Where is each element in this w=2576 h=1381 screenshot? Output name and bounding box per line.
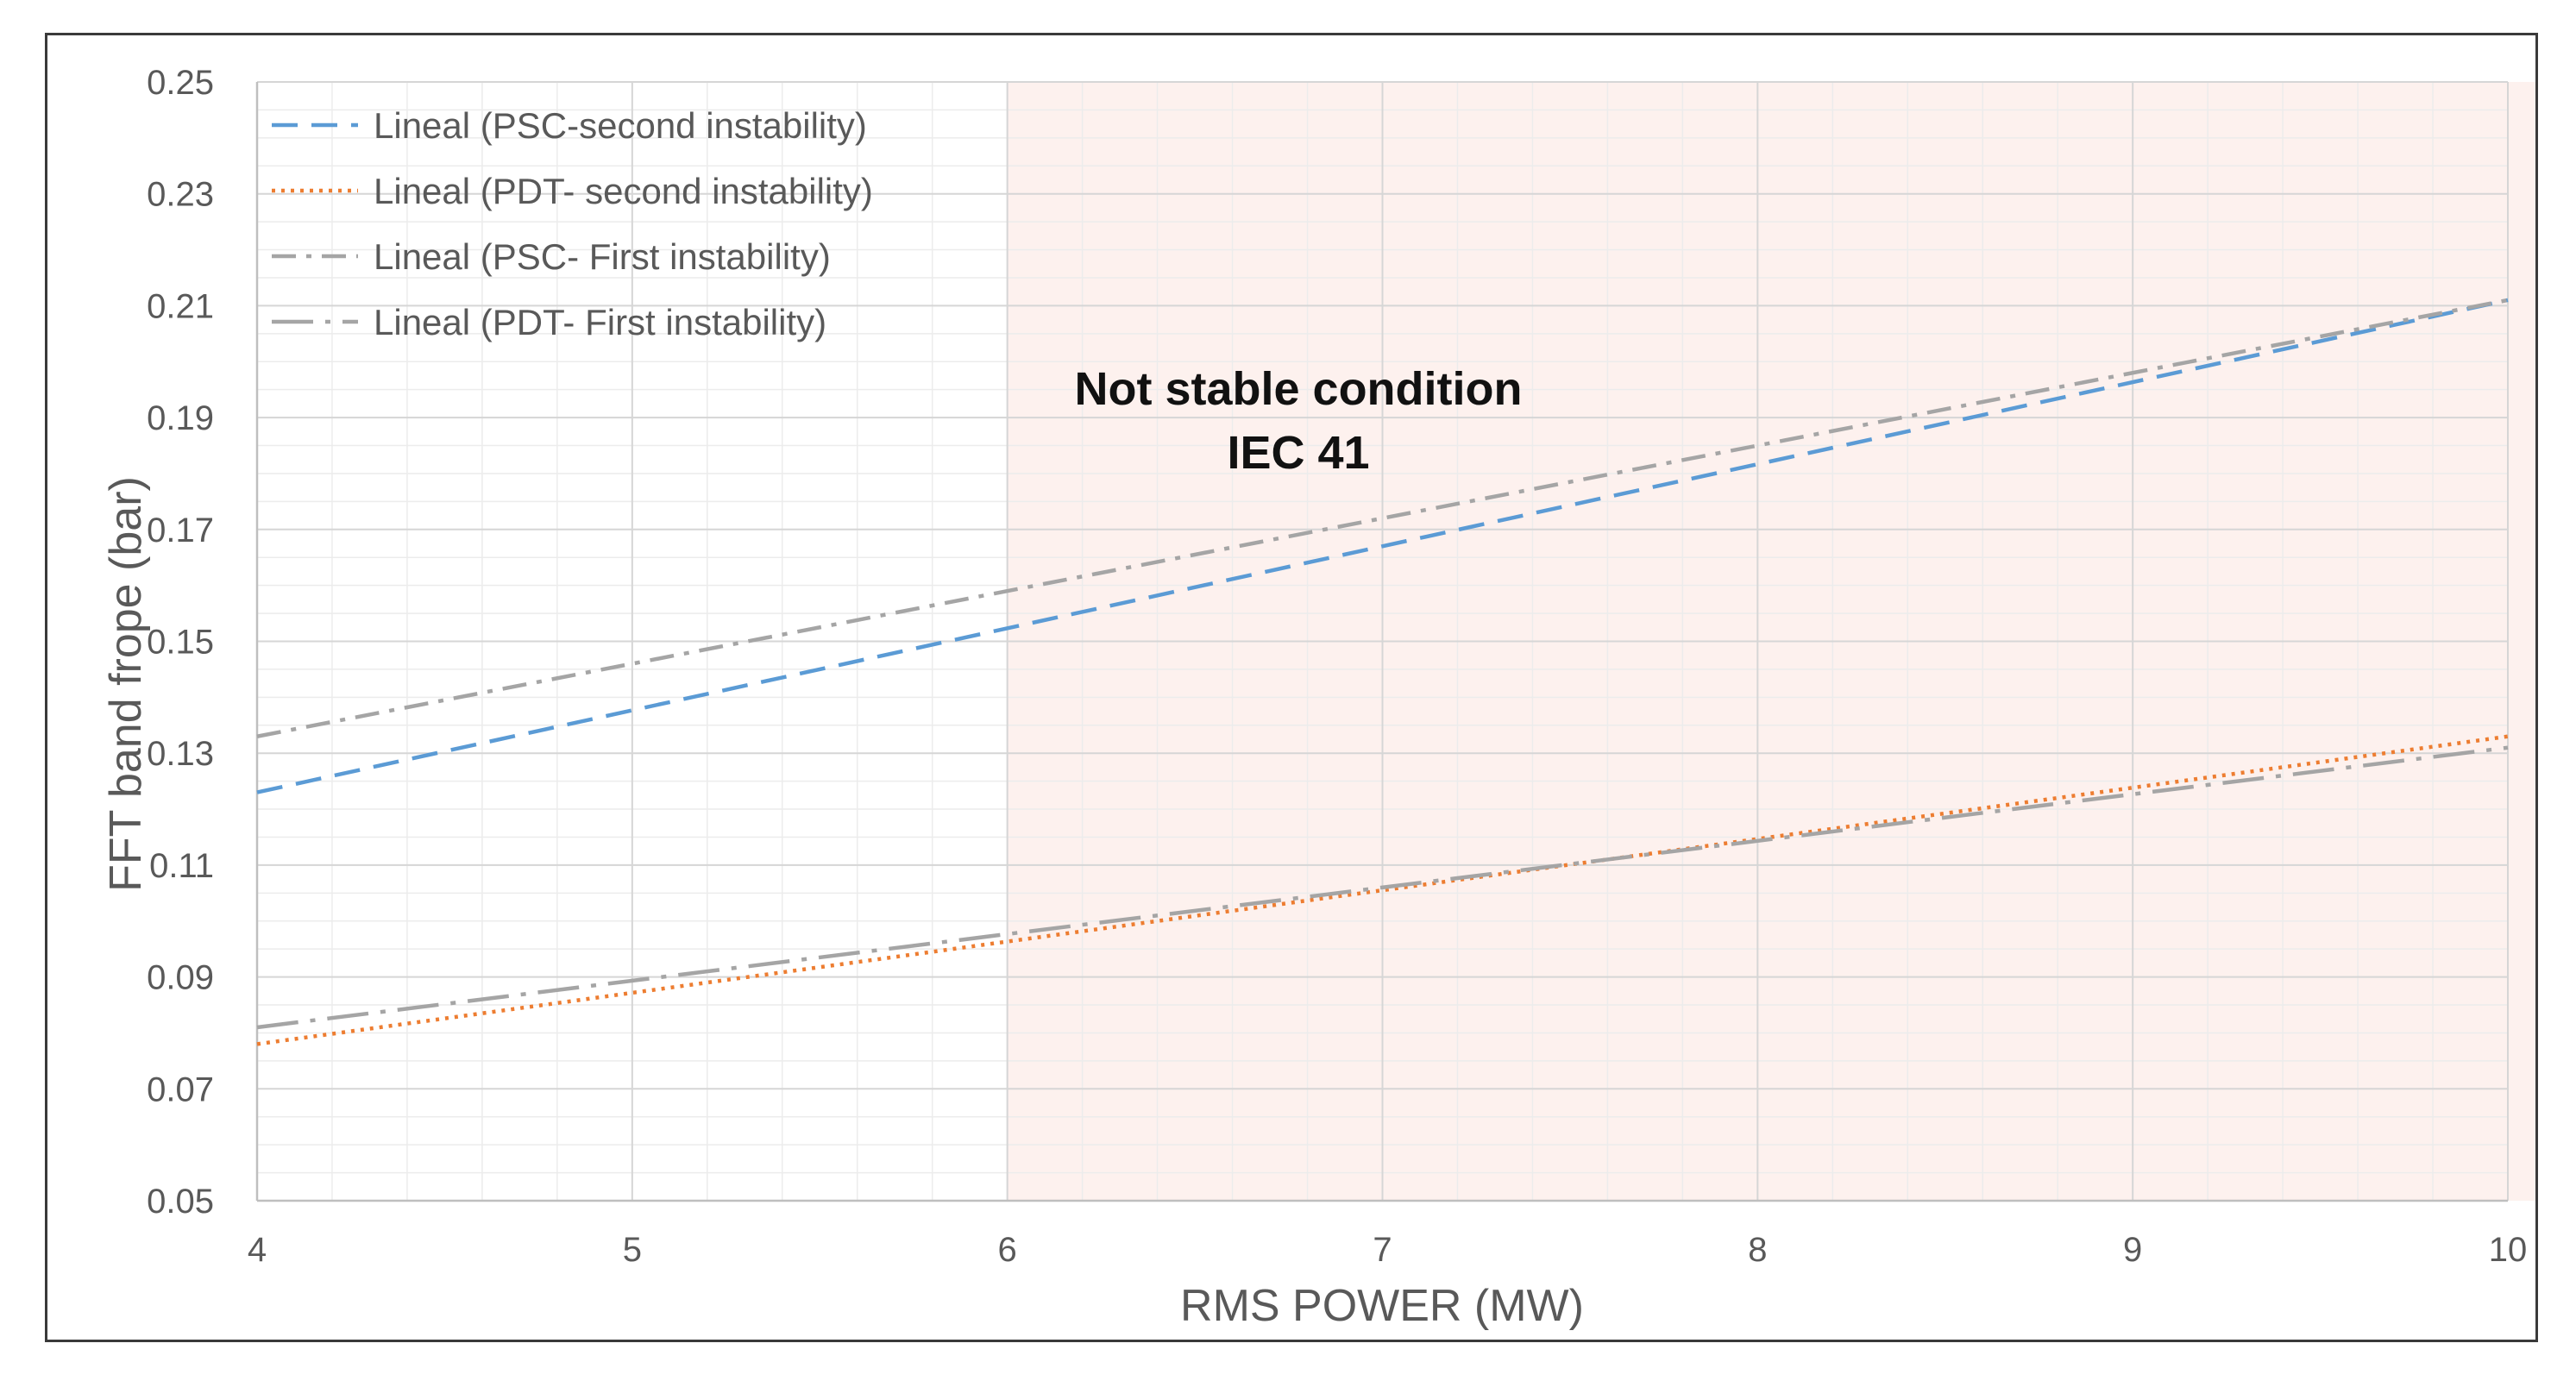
legend-label-2: Lineal (PDT- second instability)	[374, 171, 873, 211]
series-line-4	[256, 745, 2509, 1030]
chart-svg: 4 5 6 7 8 9 10 0.05 0.07 0.09 0.11 0.13 0.15 0.17 0.19…	[101, 64, 2535, 1331]
chart-frame: 4 5 6 7 8 9 10 0.05 0.07 0.09 0.11 0.13 0.15 0.17 0.19…	[45, 33, 2538, 1342]
y-tick-label: 0.17	[147, 512, 214, 549]
y-tick-label: 0.05	[147, 1183, 214, 1221]
y-tick-label: 0.11	[149, 847, 214, 885]
series-line-3	[256, 298, 2509, 738]
y-tick-label: 0.13	[147, 735, 214, 773]
series-line-1	[256, 298, 2509, 794]
x-tick-label: 8	[1748, 1231, 1767, 1269]
x-tick-label: 5	[623, 1231, 642, 1269]
legend-label-4: Lineal (PDT- First instability)	[374, 302, 826, 342]
x-tick-label: 9	[2123, 1231, 2142, 1269]
x-tick-label: 10	[2489, 1231, 2528, 1269]
annotation-line-1: Not stable condition	[1075, 363, 1523, 415]
legend-label-3: Lineal (PSC- First instability)	[374, 236, 831, 277]
annotation-line-2: IEC 41	[1227, 427, 1369, 479]
x-tick-label: 4	[248, 1231, 267, 1269]
y-axis-title: FFT band frope (bar)	[101, 476, 151, 892]
x-tick-label: 6	[998, 1231, 1017, 1269]
y-tick-label: 0.25	[147, 64, 214, 102]
x-axis-title: RMS POWER (MW)	[1180, 1281, 1584, 1331]
y-tick-label: 0.15	[147, 624, 214, 662]
legend-label-1: Lineal (PSC-second instability)	[374, 105, 867, 146]
y-tick-label: 0.21	[147, 287, 214, 325]
y-tick-label: 0.09	[147, 959, 214, 997]
y-tick-label: 0.23	[147, 176, 214, 214]
x-tick-label: 7	[1373, 1231, 1392, 1269]
y-tick-label: 0.19	[147, 399, 214, 437]
y-tick-label: 0.07	[147, 1070, 214, 1108]
